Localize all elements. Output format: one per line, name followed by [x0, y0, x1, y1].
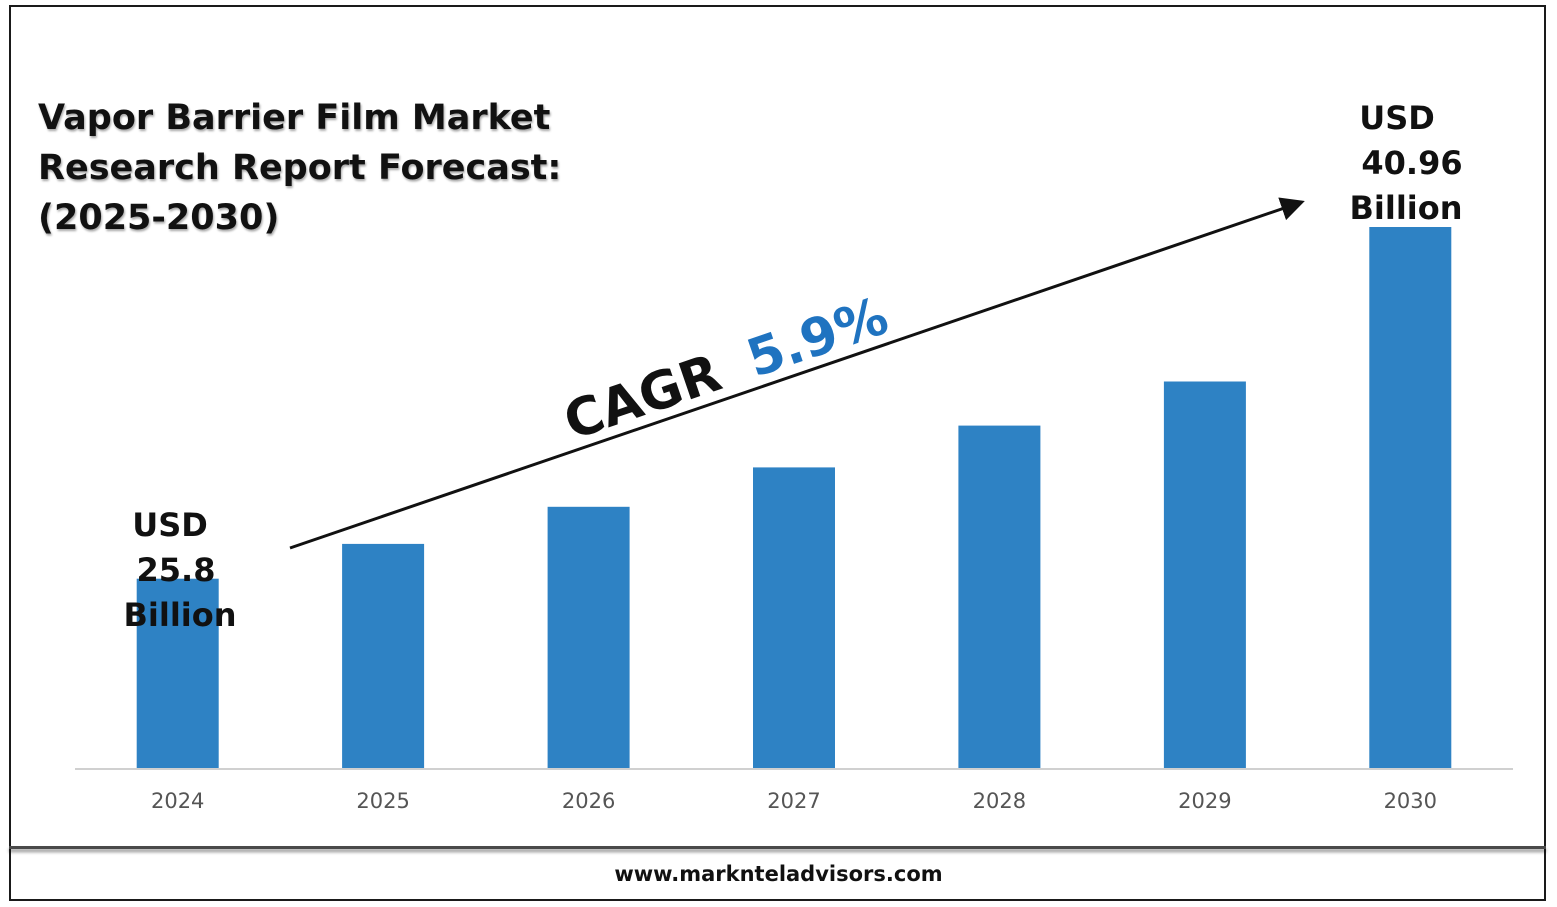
start-label-line-2: 25.8: [137, 551, 216, 589]
bar-2025: [342, 543, 425, 769]
chart-frame: [9, 5, 1546, 901]
x-tick-2024: 2024: [151, 789, 204, 813]
bars-group: [136, 227, 1452, 769]
footer-website-link[interactable]: www.marknteladvisors.com: [614, 862, 943, 886]
x-tick-2025: 2025: [356, 789, 409, 813]
cagr-annotation: CAGR 5.9%: [557, 286, 896, 452]
bar-2026: [547, 506, 630, 769]
start-label-line-1: USD: [132, 506, 208, 544]
bar-2024: [136, 578, 219, 769]
bar-2030: [1369, 227, 1452, 769]
chart-title-line-2: Research Report Forecast:: [38, 148, 562, 188]
cagr-label: CAGR: [557, 343, 729, 452]
bar-2028: [958, 425, 1041, 769]
x-tick-2028: 2028: [973, 789, 1026, 813]
chart-title-line-1: Vapor Barrier Film Market: [38, 98, 551, 138]
x-tick-2029: 2029: [1178, 789, 1231, 813]
end-label-line-1: USD: [1359, 99, 1435, 137]
chart-title-line-3: (2025-2030): [38, 198, 280, 238]
x-tick-2026: 2026: [562, 789, 615, 813]
x-tick-labels: 2024 2025 2026 2027 2028 2029 2030: [151, 789, 1437, 813]
footer-divider: [9, 846, 1546, 849]
bar-2029: [1163, 381, 1246, 769]
x-tick-2027: 2027: [767, 789, 820, 813]
end-label-line-2: 40.96: [1361, 144, 1462, 182]
growth-arrow: [289, 197, 1305, 550]
cagr-value: 5.9%: [740, 286, 896, 389]
x-tick-2030: 2030: [1384, 789, 1437, 813]
end-label-line-3: Billion: [1349, 189, 1462, 227]
start-label-line-3: Billion: [123, 596, 236, 634]
bar-2027: [753, 467, 835, 769]
